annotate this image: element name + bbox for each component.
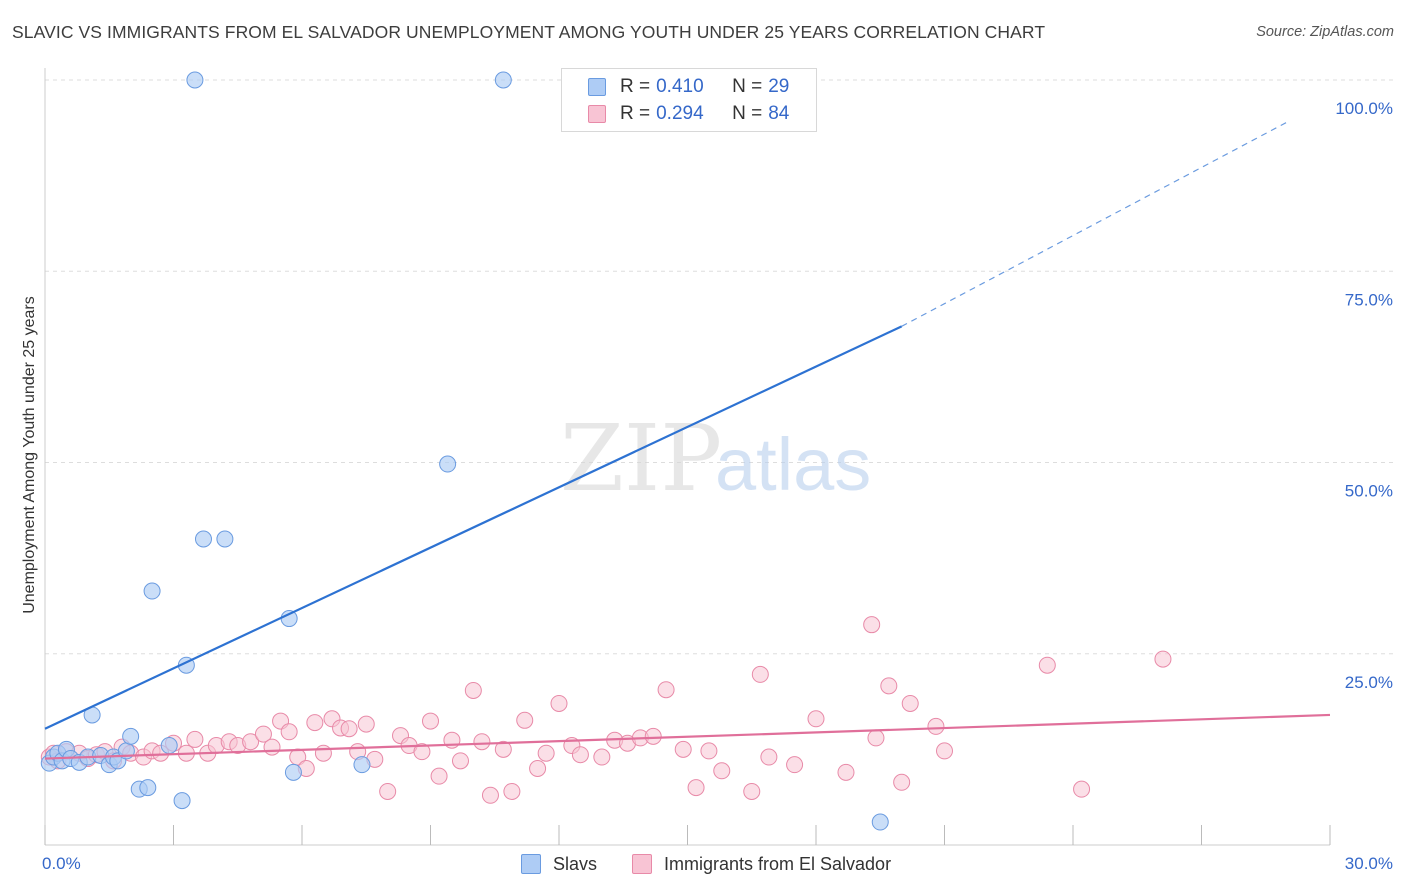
x-tick-label: 30.0% <box>1345 854 1393 873</box>
salvador-point <box>867 729 885 747</box>
source-label: Source: ZipAtlas.com <box>1256 24 1394 40</box>
salvador-point <box>340 720 358 738</box>
slavs-point <box>284 763 302 781</box>
salvador-point <box>242 733 260 751</box>
slavs-point <box>143 582 161 600</box>
salvador-point <box>863 616 881 634</box>
salvador-point <box>494 740 512 758</box>
series-legend: Slavs Immigrants from El Salvador <box>0 852 1406 876</box>
legend-n-label: N = <box>732 103 763 124</box>
salvador-point <box>473 733 491 751</box>
legend-r-label: R = <box>620 103 651 124</box>
legend-swatch-slavs <box>588 78 606 96</box>
legend-label-slavs: Slavs <box>553 853 598 874</box>
salvador-point <box>314 744 332 762</box>
salvador-point <box>529 760 547 777</box>
legend-item-slavs[interactable]: Slavs <box>521 852 597 876</box>
salvador-point <box>1038 656 1056 674</box>
salvador-point <box>379 782 397 800</box>
slavs-point <box>439 455 457 473</box>
salvador-point <box>751 665 769 683</box>
salvador-point <box>674 740 692 758</box>
watermark-atlas: atlas <box>715 423 871 506</box>
salvador-point <box>644 727 662 745</box>
salvador-point <box>807 710 825 728</box>
salvador-point <box>786 756 804 774</box>
salvador-point <box>901 694 919 712</box>
salvador-point <box>893 773 911 791</box>
watermark: ZIP atlas <box>560 405 871 512</box>
salvador-point <box>186 730 204 748</box>
salvador-point <box>927 717 945 735</box>
y-tick-label: 100.0% <box>1335 99 1393 118</box>
slavs-point <box>216 530 234 548</box>
legend-label-salvador: Immigrants from El Salvador <box>664 853 892 874</box>
salvador-point <box>537 744 555 762</box>
legend-item-salvador[interactable]: Immigrants from El Salvador <box>632 852 891 876</box>
salvador-point <box>1154 650 1172 668</box>
y-tick-label: 75.0% <box>1345 290 1393 309</box>
legend-swatch-salvador <box>588 105 606 123</box>
slavs-point <box>353 756 371 774</box>
salvador-point <box>837 763 855 781</box>
salvador-point <box>687 779 705 797</box>
salvador-points <box>40 616 1172 804</box>
legend-n-value: 29 <box>768 76 790 97</box>
salvador-point <box>254 725 272 743</box>
salvador-point <box>593 748 611 766</box>
tick-labels: 25.0% 50.0% 75.0% 100.0% 0.0% 30.0% <box>42 99 1393 873</box>
salvador-point <box>571 746 589 764</box>
x-tick-label: 0.0% <box>42 854 81 873</box>
slavs-point <box>871 813 889 831</box>
slavs-trend-extension <box>901 121 1288 327</box>
y-tick-label: 50.0% <box>1345 482 1393 501</box>
legend-r-value: 0.410 <box>656 76 704 97</box>
salvador-point <box>713 762 731 780</box>
salvador-point <box>413 743 431 761</box>
slavs-point <box>194 530 212 548</box>
legend-n-value: 84 <box>768 103 790 124</box>
legend-row-slavs: R = 0.410 N = 29 <box>588 75 789 99</box>
salvador-point <box>760 748 778 766</box>
legend-r-label: R = <box>620 76 651 97</box>
salvador-point <box>357 715 375 733</box>
salvador-point <box>430 767 448 785</box>
salvador-point <box>263 738 281 756</box>
slavs-point <box>186 71 204 89</box>
stats-legend: R = 0.410 N = 29 R = 0.294 N = 84 <box>561 68 817 132</box>
salvador-point <box>743 782 761 800</box>
salvador-point <box>880 677 898 695</box>
salvador-point <box>280 723 298 741</box>
legend-row-salvador: R = 0.294 N = 84 <box>588 102 789 126</box>
salvador-point <box>422 712 439 730</box>
legend-swatch-slavs <box>521 854 541 874</box>
salvador-point <box>464 681 482 699</box>
salvador-point <box>516 711 534 729</box>
slavs-point <box>122 727 140 745</box>
legend-swatch-salvador <box>632 854 652 874</box>
salvador-trend-line <box>44 713 1331 760</box>
slavs-point <box>139 779 157 797</box>
salvador-point <box>503 782 521 800</box>
legend-n-label: N = <box>732 76 763 97</box>
slavs-point <box>494 71 512 89</box>
legend-r-value: 0.294 <box>656 103 704 124</box>
slavs-point <box>160 737 178 755</box>
chart-title: SLAVIC VS IMMIGRANTS FROM EL SALVADOR UN… <box>12 22 1046 42</box>
grid-layer <box>45 79 1395 655</box>
salvador-point <box>1073 780 1091 798</box>
salvador-point <box>451 752 469 770</box>
y-tick-label: 25.0% <box>1345 673 1393 692</box>
salvador-point <box>700 742 718 760</box>
salvador-point <box>936 742 953 760</box>
trend-lines <box>44 121 1331 760</box>
salvador-point <box>481 786 499 804</box>
salvador-point <box>550 694 568 712</box>
slavs-trend-line <box>44 325 903 730</box>
slavs-point <box>173 792 191 810</box>
salvador-point <box>306 714 324 732</box>
axis-layer <box>44 68 1331 846</box>
salvador-point <box>657 681 675 699</box>
